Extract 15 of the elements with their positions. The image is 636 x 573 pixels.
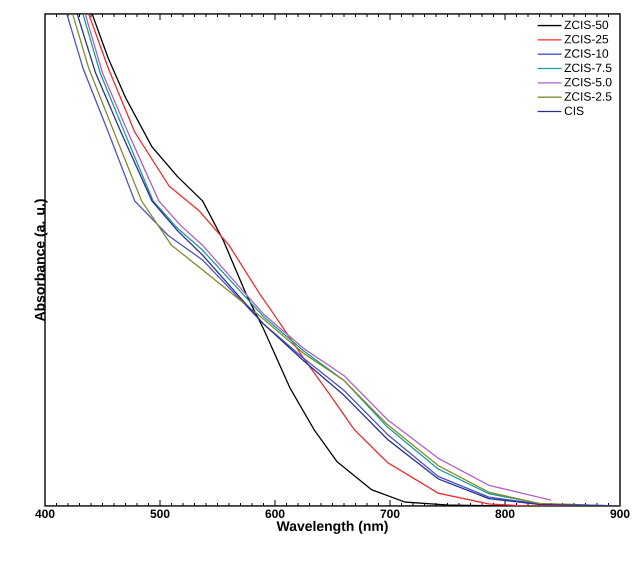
legend-label: ZCIS-7.5 bbox=[564, 64, 612, 72]
legend-label: ZCIS-10 bbox=[564, 49, 608, 58]
y-axis-title: Absorbance (a. u.) bbox=[34, 199, 48, 322]
x-tick-label: 800 bbox=[495, 510, 514, 518]
legend-label: ZCIS-25 bbox=[564, 34, 608, 44]
legend-label: CIS bbox=[564, 106, 584, 116]
x-tick-label: 700 bbox=[380, 510, 400, 518]
x-axis-title: Wavelength (nm) bbox=[276, 520, 388, 534]
legend-label: ZCIS-50 bbox=[564, 20, 608, 30]
x-tick-label: 400 bbox=[35, 510, 54, 518]
legend-label: ZCIS-5.0 bbox=[564, 78, 612, 86]
legend-label: ZCIS-2.5 bbox=[564, 92, 612, 101]
x-tick-label: 900 bbox=[610, 510, 630, 518]
x-tick-label: 500 bbox=[150, 510, 170, 518]
x-tick-label: 600 bbox=[265, 510, 284, 518]
